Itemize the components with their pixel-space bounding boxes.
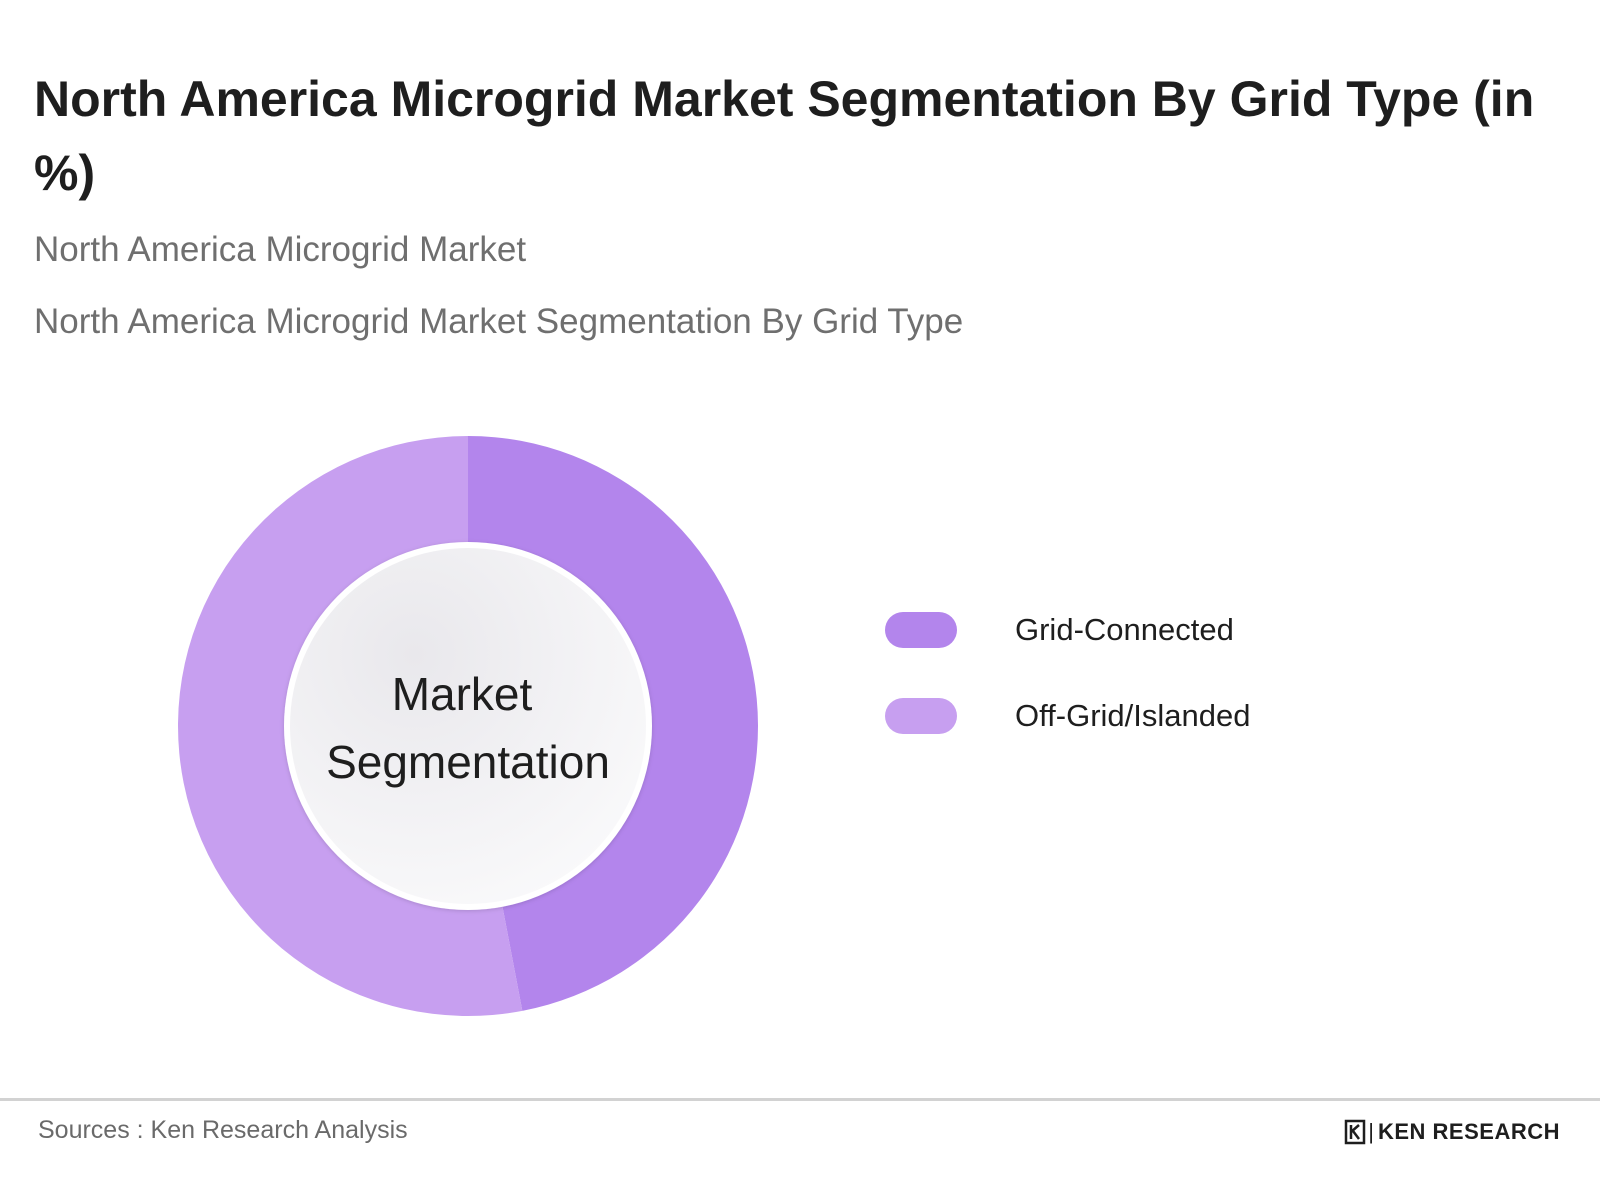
brand-name: KEN RESEARCH	[1377, 1119, 1560, 1144]
donut-slice-grid-connected	[468, 436, 759, 1011]
legend-item-grid-connected: Grid-Connected	[885, 612, 1250, 648]
chart-subtitle-market: North America Microgrid Market	[34, 230, 527, 269]
legend-item-off-grid: Off-Grid/Islanded	[885, 698, 1250, 734]
source-note: Sources : Ken Research Analysis	[38, 1116, 408, 1144]
legend-label-off-grid: Off-Grid/Islanded	[1015, 698, 1251, 733]
legend-swatch-grid-connected	[885, 612, 957, 648]
chart-title: North America Microgrid Market Segmentat…	[34, 71, 1535, 201]
donut-center	[290, 548, 646, 904]
center-label-line1: Market	[392, 668, 533, 720]
donut-slice-off-grid-islanded	[178, 436, 523, 1016]
chart-legend: Grid-Connected Off-Grid/Islanded	[885, 612, 1250, 784]
legend-label-grid-connected: Grid-Connected	[1015, 612, 1234, 647]
donut-slices	[178, 436, 759, 1016]
chart-subtitle-segmentation: North America Microgrid Market Segmentat…	[34, 302, 964, 341]
center-label-line2: Segmentation	[326, 736, 610, 788]
footer-divider	[0, 1098, 1600, 1101]
brand-logo: | KEN RESEARCH	[1344, 1119, 1560, 1145]
donut-chart: Market Segmentation	[178, 436, 759, 1016]
brand-separator: |	[1368, 1119, 1374, 1144]
legend-swatch-off-grid	[885, 698, 957, 734]
ken-research-logo-icon	[1345, 1119, 1366, 1145]
